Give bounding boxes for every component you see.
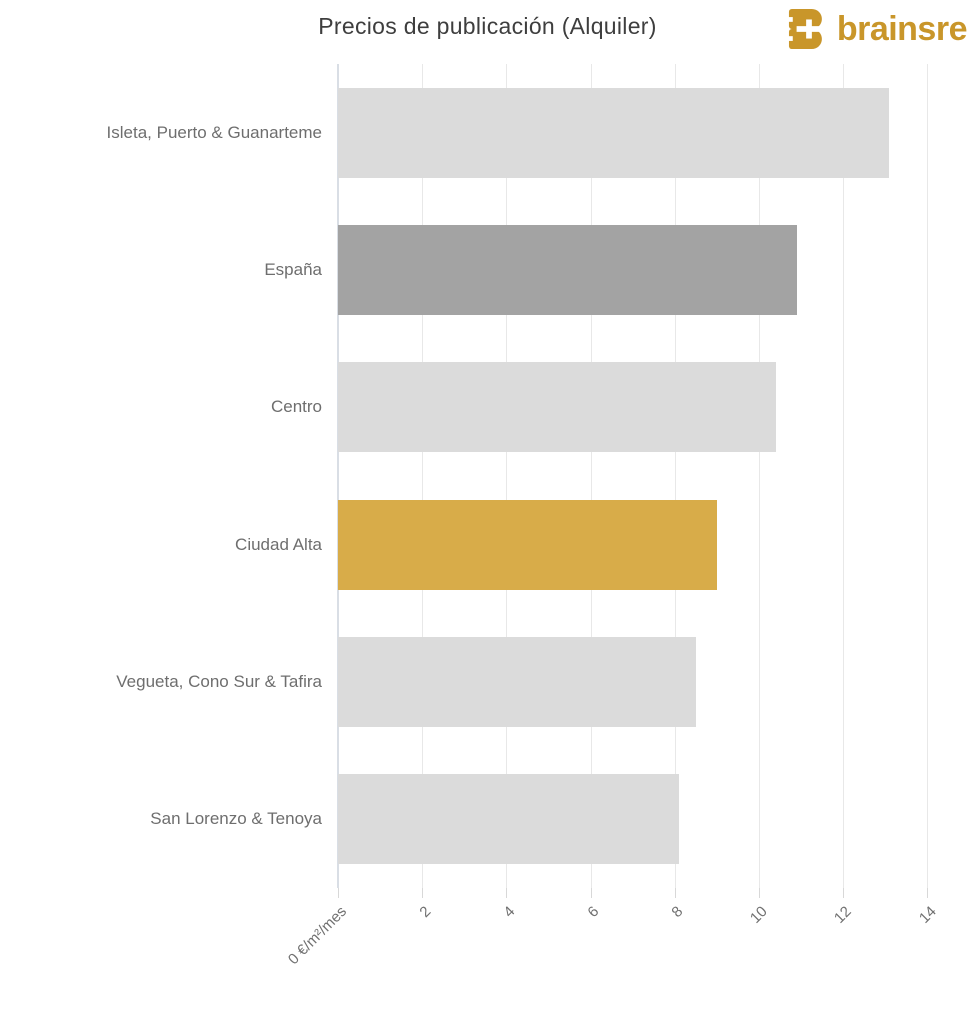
bar-row [338,64,963,201]
bar-row [338,339,963,476]
category-label: España [264,259,322,279]
category-label: Ciudad Alta [235,534,322,554]
gridline-x-2 [422,64,424,888]
bars-layer [338,64,963,888]
x-axis: 0 €/m²/mes 2 4 6 8 10 12 14 [285,888,963,1024]
x-tick-label-6: 6 [584,903,603,921]
bar-centro[interactable] [338,362,776,453]
gridline-x-8 [674,64,676,888]
x-tick-6 [590,888,592,898]
brainsre-logo-icon [787,8,830,50]
x-tick-label-2: 2 [416,903,435,921]
bar-row [338,613,963,750]
x-tick-label-4: 4 [500,903,519,921]
x-tick-8 [674,888,676,898]
x-tick-label-14: 14 [915,903,940,927]
x-tick-12 [843,888,845,898]
x-tick-4 [506,888,508,898]
plot-area [337,64,963,888]
gridline-x-14 [927,64,929,888]
bar-vegueta-cono-sur-tafira[interactable] [338,636,696,727]
brainsre-logo-text: brainsre [836,10,968,48]
x-tick-label-0: 0 €/m²/mes [284,903,351,969]
chart-title: Precios de publicación (Alquiler) [318,13,657,39]
bar-san-lorenzo-tenoya[interactable] [338,774,679,865]
bar-row [338,201,963,338]
gridline-x-4 [506,64,508,888]
x-tick-2 [422,888,424,898]
category-label: Isleta, Puerto & Guanarteme [106,122,322,142]
x-tick-0 [338,888,339,898]
x-tick-label-10: 10 [747,903,771,927]
category-label: Centro [270,397,322,417]
y-axis-line [337,64,339,888]
gridline-x-10 [758,64,760,888]
x-tick-label-12: 12 [831,903,856,927]
x-tick-label-8: 8 [668,903,687,921]
bar-isleta-puerto-guanarteme[interactable] [338,87,890,178]
bar-row [338,751,963,888]
bar-ciudad-alta[interactable] [338,499,717,590]
category-label: San Lorenzo & Tenoya [150,809,322,829]
category-label: Vegueta, Cono Sur & Tafira [116,671,322,691]
brainsre-logo[interactable]: brainsre [787,8,968,50]
gridline-x-12 [843,64,845,888]
x-tick-10 [758,888,760,898]
bar-row [338,476,963,613]
x-tick-14 [927,888,929,898]
gridline-x-6 [590,64,592,888]
bar-espa-a[interactable] [338,224,797,315]
category-axis-labels: Isleta, Puerto & Guanarteme España Centro C… [0,64,322,888]
